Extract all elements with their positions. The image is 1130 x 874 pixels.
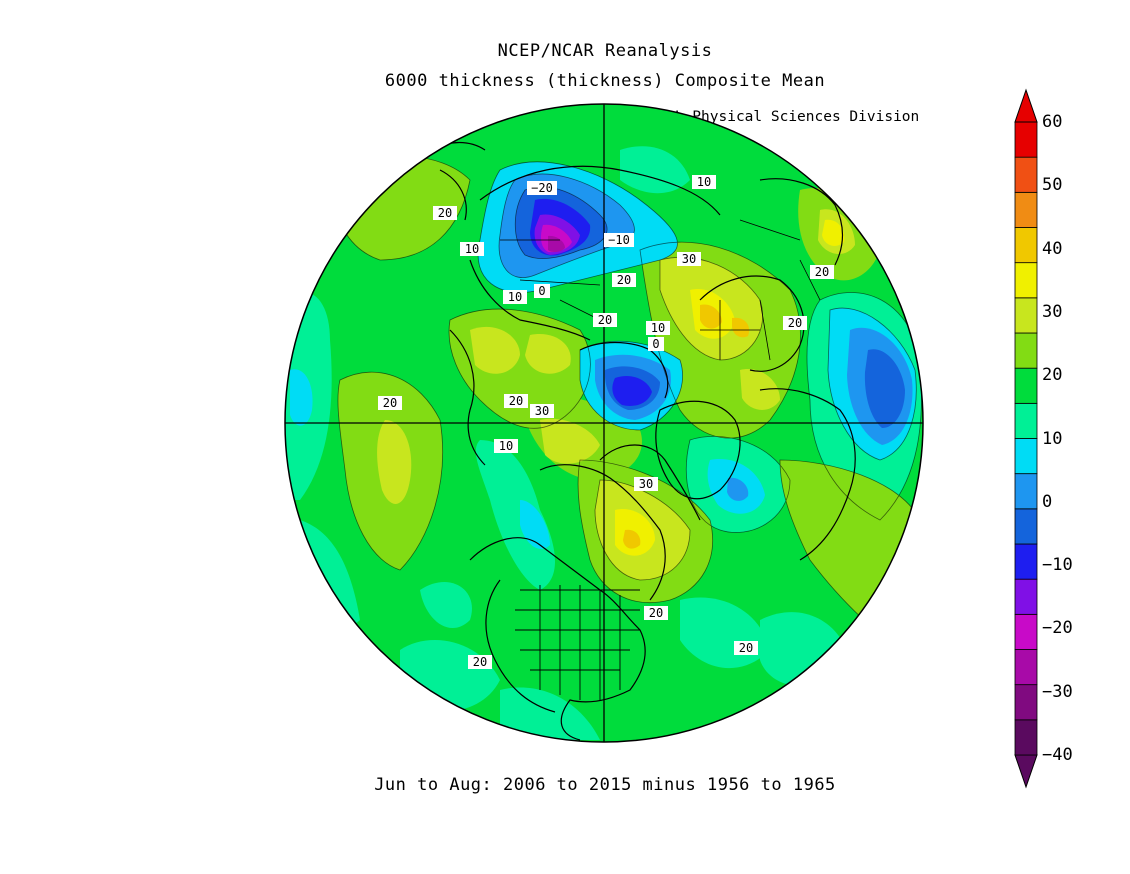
map-subtitle: 6000 thickness (thickness) Composite Mea… bbox=[384, 71, 826, 91]
contour-label: 30 bbox=[634, 477, 658, 491]
colorbar-segment bbox=[1014, 191, 1038, 228]
contour-label: 10 bbox=[460, 242, 484, 256]
contour-label: 0 bbox=[534, 284, 550, 298]
contour-label: 20 bbox=[734, 641, 758, 655]
svg-text:20: 20 bbox=[788, 316, 802, 330]
contour-label: −20 bbox=[527, 181, 557, 195]
contour-label: 30 bbox=[530, 404, 554, 418]
colorbar-segment bbox=[1014, 578, 1038, 615]
svg-text:10: 10 bbox=[697, 175, 711, 189]
contour-label: 20 bbox=[468, 655, 492, 669]
colorbar-segment bbox=[1014, 684, 1038, 721]
contour-label: 10 bbox=[503, 290, 527, 304]
colorbar-tick-label: −10 bbox=[1042, 555, 1073, 576]
colorbar-segment bbox=[1014, 332, 1038, 369]
colorbar-segment bbox=[1014, 649, 1038, 686]
colorbar bbox=[1014, 88, 1038, 789]
colorbar-tick-label: 50 bbox=[1042, 175, 1063, 196]
svg-text:20: 20 bbox=[473, 655, 487, 669]
svg-text:20: 20 bbox=[815, 265, 829, 279]
colorbar-tick-label: −30 bbox=[1042, 681, 1073, 702]
colorbar-tick-label: 0 bbox=[1042, 491, 1053, 512]
period-label: Jun to Aug: 2006 to 2015 minus 1956 to 1… bbox=[374, 775, 836, 795]
colorbar-segment bbox=[1014, 508, 1038, 545]
svg-text:20: 20 bbox=[598, 313, 612, 327]
contour-label: 20 bbox=[644, 606, 668, 620]
colorbar-segment bbox=[1014, 367, 1038, 404]
contour-labels: 20 −20 −10 10 10 0 10 20 30 20 20 10 0 2… bbox=[378, 175, 834, 669]
svg-text:0: 0 bbox=[652, 337, 659, 351]
colorbar-tick-label: −20 bbox=[1042, 618, 1073, 639]
svg-text:−10: −10 bbox=[608, 233, 630, 247]
svg-text:20: 20 bbox=[509, 394, 523, 408]
contour-label: 0 bbox=[648, 337, 664, 351]
contour-label: 30 bbox=[677, 252, 701, 266]
colorbar-segment bbox=[1014, 543, 1038, 580]
colorbar-tick-label: 40 bbox=[1042, 238, 1063, 259]
svg-text:20: 20 bbox=[739, 641, 753, 655]
svg-text:10: 10 bbox=[651, 321, 665, 335]
colorbar-segment bbox=[1014, 121, 1038, 158]
map-title: NCEP/NCAR Reanalysis bbox=[497, 41, 713, 61]
contour-label: 10 bbox=[692, 175, 716, 189]
contour-label: 20 bbox=[783, 316, 807, 330]
colorbar-tick-label: 60 bbox=[1042, 112, 1063, 132]
contour-label: 20 bbox=[810, 265, 834, 279]
colorbar-tick-label: 20 bbox=[1042, 365, 1063, 386]
svg-text:10: 10 bbox=[508, 290, 522, 304]
contour-label: 10 bbox=[494, 439, 518, 453]
colorbar-segment bbox=[1014, 262, 1038, 299]
svg-text:20: 20 bbox=[617, 273, 631, 287]
svg-text:−20: −20 bbox=[531, 181, 553, 195]
colorbar-segment bbox=[1014, 402, 1038, 439]
colorbar-max-arrow bbox=[1014, 88, 1038, 123]
contour-label: 10 bbox=[646, 321, 670, 335]
colorbar-segment bbox=[1014, 156, 1038, 193]
svg-text:30: 30 bbox=[682, 252, 696, 266]
svg-text:20: 20 bbox=[649, 606, 663, 620]
svg-text:30: 30 bbox=[535, 404, 549, 418]
colorbar-segment bbox=[1014, 227, 1038, 264]
colorbar-segment bbox=[1014, 438, 1038, 475]
colorbar-segment bbox=[1014, 473, 1038, 510]
svg-text:10: 10 bbox=[465, 242, 479, 256]
contour-label: 20 bbox=[593, 313, 617, 327]
contour-label: 20 bbox=[433, 206, 457, 220]
contour-label: −10 bbox=[604, 233, 634, 247]
svg-text:0: 0 bbox=[538, 284, 545, 298]
svg-text:30: 30 bbox=[639, 477, 653, 491]
colorbar-segment bbox=[1014, 297, 1038, 334]
contour-label: 20 bbox=[504, 394, 528, 408]
coastlines bbox=[429, 141, 856, 741]
colorbar-tick-label: 30 bbox=[1042, 301, 1063, 322]
colorbar-segment bbox=[1014, 719, 1038, 756]
contour-label: 20 bbox=[378, 396, 402, 410]
colorbar-tick-label: −40 bbox=[1042, 745, 1073, 765]
colorbar-segment bbox=[1014, 613, 1038, 650]
contour-label: 20 bbox=[612, 273, 636, 287]
colorbar-tick-label: 10 bbox=[1042, 428, 1063, 449]
svg-text:20: 20 bbox=[438, 206, 452, 220]
svg-text:20: 20 bbox=[383, 396, 397, 410]
svg-text:10: 10 bbox=[499, 439, 513, 453]
